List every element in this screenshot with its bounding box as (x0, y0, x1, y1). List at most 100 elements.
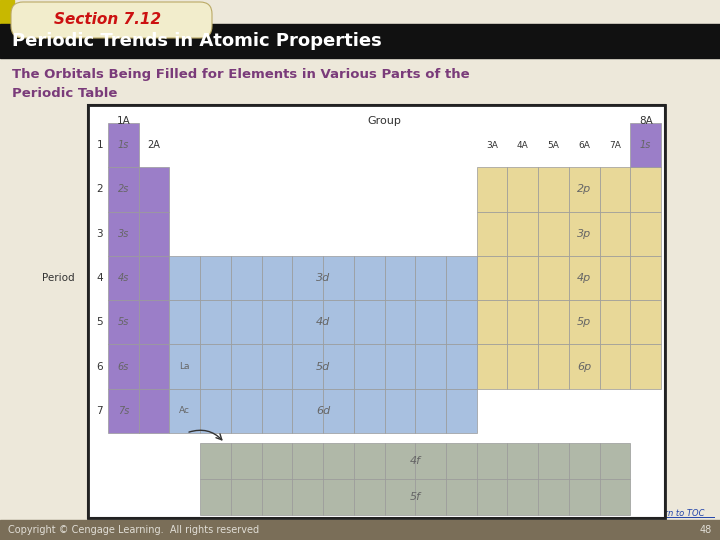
Text: 3: 3 (96, 229, 103, 239)
Bar (354, 389, 384, 433)
Bar (384, 345, 415, 389)
Text: 1A: 1A (117, 116, 130, 126)
Bar (415, 389, 446, 433)
Bar (261, 479, 292, 515)
Bar (88, 105, 665, 518)
Bar (600, 256, 630, 300)
Bar (200, 256, 231, 300)
Bar (292, 443, 323, 479)
Bar (477, 443, 508, 479)
Bar (200, 479, 231, 515)
Bar (415, 345, 446, 389)
Bar (384, 300, 415, 345)
Bar (477, 212, 508, 256)
Bar (569, 345, 600, 389)
Bar (231, 479, 261, 515)
Bar (354, 443, 384, 479)
Bar (323, 443, 354, 479)
Text: 2A: 2A (148, 140, 161, 150)
Bar (0, 0, 14, 40)
Text: 4s: 4s (117, 273, 129, 283)
Text: 4A: 4A (517, 140, 528, 150)
Text: 1s: 1s (117, 140, 129, 150)
Bar (446, 256, 477, 300)
Bar (446, 300, 477, 345)
Bar (139, 256, 169, 300)
Bar (292, 479, 323, 515)
Bar (139, 212, 169, 256)
Text: Group: Group (368, 116, 402, 126)
Text: 8A: 8A (639, 116, 652, 126)
Text: 1s: 1s (640, 140, 652, 150)
Bar (169, 345, 200, 389)
Bar (108, 300, 139, 345)
Bar (569, 479, 600, 515)
Text: 4p: 4p (577, 273, 591, 283)
Text: The Orbitals Being Filled for Elements in Various Parts of the
Periodic Table: The Orbitals Being Filled for Elements i… (12, 68, 469, 100)
Bar (415, 300, 446, 345)
Text: 48: 48 (700, 525, 712, 535)
Bar (600, 212, 630, 256)
Text: 3A: 3A (486, 140, 498, 150)
Bar (169, 389, 200, 433)
Bar (139, 300, 169, 345)
Text: 4: 4 (96, 273, 103, 283)
Bar (261, 300, 292, 345)
Bar (630, 345, 661, 389)
Text: 6d: 6d (316, 406, 330, 416)
Bar (630, 167, 661, 212)
Text: 5d: 5d (316, 362, 330, 372)
Text: 4f: 4f (410, 456, 420, 466)
Bar (508, 479, 538, 515)
Text: 6A: 6A (578, 140, 590, 150)
Bar (477, 256, 508, 300)
Bar (538, 300, 569, 345)
Bar (200, 345, 231, 389)
Bar (108, 256, 139, 300)
Text: 7s: 7s (117, 406, 129, 416)
Bar (508, 212, 538, 256)
Bar (292, 345, 323, 389)
Bar (630, 212, 661, 256)
Bar (384, 443, 415, 479)
Bar (108, 212, 139, 256)
Text: 2: 2 (96, 185, 103, 194)
Bar (630, 300, 661, 345)
Bar (538, 167, 569, 212)
Text: Ac: Ac (179, 407, 190, 415)
Bar (569, 300, 600, 345)
Bar (477, 167, 508, 212)
Text: 1: 1 (96, 140, 103, 150)
Bar (415, 256, 446, 300)
Bar (0, 520, 720, 540)
Bar (600, 345, 630, 389)
Bar (292, 389, 323, 433)
Bar (538, 479, 569, 515)
Bar (384, 256, 415, 300)
Text: Return to TOC: Return to TOC (645, 510, 704, 518)
Bar (354, 256, 384, 300)
Bar (200, 389, 231, 433)
Bar (446, 345, 477, 389)
Text: 6p: 6p (577, 362, 591, 372)
Bar (477, 479, 508, 515)
Bar (600, 300, 630, 345)
Bar (169, 300, 200, 345)
Text: 5: 5 (96, 318, 103, 327)
Bar (415, 443, 446, 479)
Bar (600, 443, 630, 479)
Bar (108, 389, 139, 433)
Bar (323, 389, 354, 433)
Text: 5A: 5A (547, 140, 559, 150)
Bar (538, 256, 569, 300)
Text: Section 7.12: Section 7.12 (55, 12, 161, 28)
Bar (630, 256, 661, 300)
Bar (108, 345, 139, 389)
Bar (600, 479, 630, 515)
Bar (477, 345, 508, 389)
Text: 4d: 4d (316, 318, 330, 327)
Bar (231, 389, 261, 433)
Bar (446, 443, 477, 479)
Bar (261, 389, 292, 433)
Bar (231, 443, 261, 479)
